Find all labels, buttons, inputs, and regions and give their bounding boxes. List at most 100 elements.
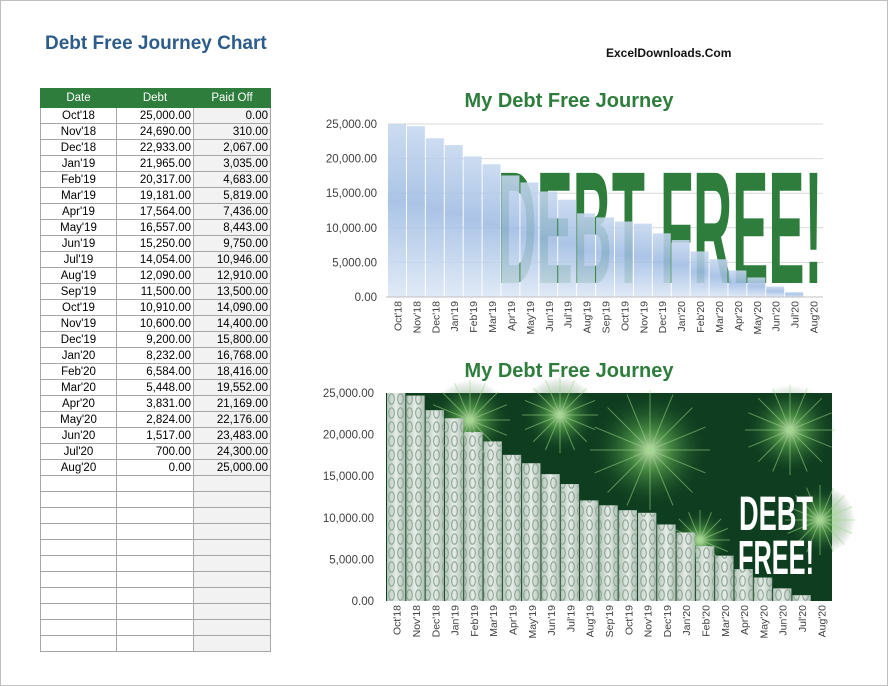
cell-debt[interactable]: 5,448.00 [116,379,194,396]
cell-date[interactable]: Feb'20 [40,363,117,380]
cell-paid-off[interactable]: 23,483.00 [193,427,271,444]
cell-paid-off[interactable]: 4,683.00 [193,171,271,188]
cell-debt[interactable]: 20,317.00 [116,171,194,188]
cell-date[interactable]: Jul'20 [40,443,117,460]
cell-paid-off[interactable]: 8,443.00 [193,219,271,236]
cell-date[interactable]: Dec'19 [40,331,117,348]
cell-paid-off[interactable]: 5,819.00 [193,187,271,204]
cell-debt[interactable]: 700.00 [116,443,194,460]
cell-debt[interactable] [116,539,194,556]
cell-debt[interactable]: 8,232.00 [116,347,194,364]
cell-date[interactable] [40,587,117,604]
cell-paid-off[interactable]: 0.00 [193,107,271,124]
cell-debt[interactable] [116,571,194,588]
cell-paid-off[interactable] [193,619,271,636]
cell-date[interactable]: Apr'20 [40,395,117,412]
cell-paid-off[interactable]: 3,035.00 [193,155,271,172]
cell-debt[interactable]: 0.00 [116,459,194,476]
cell-debt[interactable]: 12,090.00 [116,267,194,284]
cell-paid-off[interactable] [193,491,271,508]
cell-date[interactable] [40,603,117,620]
cell-debt[interactable]: 1,517.00 [116,427,194,444]
cell-date[interactable] [40,491,117,508]
cell-paid-off[interactable]: 16,768.00 [193,347,271,364]
cell-debt[interactable]: 25,000.00 [116,107,194,124]
cell-debt[interactable] [116,555,194,572]
cell-paid-off[interactable] [193,603,271,620]
cell-debt[interactable] [116,635,194,652]
cell-debt[interactable]: 19,181.00 [116,187,194,204]
cell-paid-off[interactable] [193,635,271,652]
cell-date[interactable]: Feb'19 [40,171,117,188]
cell-paid-off[interactable]: 14,400.00 [193,315,271,332]
cell-paid-off[interactable] [193,587,271,604]
cell-date[interactable]: May'20 [40,411,117,428]
cell-paid-off[interactable]: 19,552.00 [193,379,271,396]
cell-paid-off[interactable]: 12,910.00 [193,267,271,284]
cell-date[interactable]: Jan'19 [40,155,117,172]
cell-date[interactable]: Apr'19 [40,203,117,220]
cell-debt[interactable] [116,587,194,604]
cell-date[interactable]: May'19 [40,219,117,236]
cell-paid-off[interactable]: 9,750.00 [193,235,271,252]
cell-debt[interactable]: 11,500.00 [116,283,194,300]
cell-debt[interactable] [116,603,194,620]
cell-date[interactable] [40,619,117,636]
cell-paid-off[interactable] [193,523,271,540]
cell-paid-off[interactable] [193,555,271,572]
cell-date[interactable] [40,555,117,572]
cell-debt[interactable]: 24,690.00 [116,123,194,140]
cell-debt[interactable] [116,491,194,508]
cell-date[interactable]: Dec'18 [40,139,117,156]
cell-date[interactable]: Aug'20 [40,459,117,476]
cell-date[interactable]: Jun'19 [40,235,117,252]
cell-paid-off[interactable]: 25,000.00 [193,459,271,476]
cell-paid-off[interactable] [193,475,271,492]
cell-paid-off[interactable]: 310.00 [193,123,271,140]
cell-date[interactable] [40,475,117,492]
cell-paid-off[interactable]: 14,090.00 [193,299,271,316]
cell-debt[interactable]: 10,600.00 [116,315,194,332]
cell-debt[interactable]: 16,557.00 [116,219,194,236]
cell-date[interactable] [40,539,117,556]
cell-debt[interactable] [116,475,194,492]
cell-debt[interactable]: 17,564.00 [116,203,194,220]
cell-date[interactable]: Oct'19 [40,299,117,316]
cell-debt[interactable] [116,523,194,540]
cell-date[interactable]: Oct'18 [40,107,117,124]
cell-paid-off[interactable]: 10,946.00 [193,251,271,268]
cell-paid-off[interactable]: 15,800.00 [193,331,271,348]
cell-paid-off[interactable]: 13,500.00 [193,283,271,300]
cell-debt[interactable]: 6,584.00 [116,363,194,380]
cell-paid-off[interactable]: 2,067.00 [193,139,271,156]
cell-date[interactable]: Aug'19 [40,267,117,284]
cell-date[interactable] [40,507,117,524]
cell-debt[interactable]: 9,200.00 [116,331,194,348]
cell-date[interactable]: Mar'20 [40,379,117,396]
cell-date[interactable]: Sep'19 [40,283,117,300]
cell-paid-off[interactable]: 21,169.00 [193,395,271,412]
cell-paid-off[interactable]: 22,176.00 [193,411,271,428]
cell-date[interactable]: Jan'20 [40,347,117,364]
cell-debt[interactable]: 21,965.00 [116,155,194,172]
cell-date[interactable]: Nov'19 [40,315,117,332]
cell-debt[interactable] [116,507,194,524]
cell-date[interactable]: Nov'18 [40,123,117,140]
cell-paid-off[interactable] [193,507,271,524]
cell-paid-off[interactable] [193,571,271,588]
cell-debt[interactable]: 2,824.00 [116,411,194,428]
cell-date[interactable]: Mar'19 [40,187,117,204]
cell-debt[interactable] [116,619,194,636]
cell-date[interactable] [40,523,117,540]
cell-paid-off[interactable]: 7,436.00 [193,203,271,220]
cell-debt[interactable]: 22,933.00 [116,139,194,156]
cell-date[interactable]: Jun'20 [40,427,117,444]
cell-debt[interactable]: 14,054.00 [116,251,194,268]
cell-debt[interactable]: 3,831.00 [116,395,194,412]
cell-debt[interactable]: 15,250.00 [116,235,194,252]
cell-date[interactable] [40,571,117,588]
cell-date[interactable] [40,635,117,652]
cell-paid-off[interactable] [193,539,271,556]
cell-paid-off[interactable]: 24,300.00 [193,443,271,460]
cell-debt[interactable]: 10,910.00 [116,299,194,316]
